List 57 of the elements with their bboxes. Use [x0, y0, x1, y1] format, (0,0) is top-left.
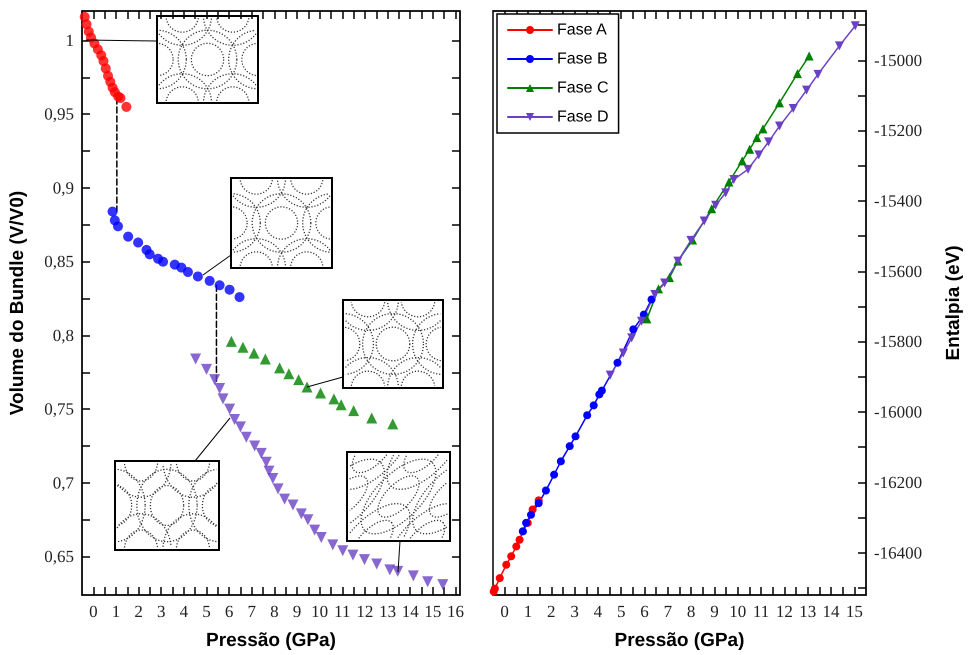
x-tick-label: 15: [846, 602, 863, 621]
x-tick-label: 12: [356, 602, 374, 621]
legend-label: Fase B: [557, 50, 608, 68]
x-tick-label: 0: [500, 602, 509, 621]
x-tick-label: 8: [270, 602, 279, 621]
x-tick-label: 2: [547, 602, 556, 621]
y-tick-label: 0,7: [52, 473, 74, 492]
y2-tick-label: -15000: [874, 50, 922, 70]
y-axis-title: Volume do Bundle (V/V0): [7, 190, 28, 416]
legend-label: Fase C: [557, 80, 609, 96]
x-tick-label: 5: [202, 602, 211, 621]
x-tick-label: 14: [402, 602, 420, 621]
x-tick-label: 0: [89, 602, 98, 621]
y-tick-label: 1: [66, 30, 74, 50]
x-tick-label: 11: [752, 602, 770, 621]
x-tick-label: 3: [570, 602, 579, 621]
x-tick-label: 13: [799, 602, 816, 621]
y-tick-label: 0,75: [44, 400, 74, 419]
x-tick-label: 2: [134, 602, 143, 621]
x-tick-label: 7: [248, 602, 257, 621]
y2-tick-label: -16000: [874, 402, 922, 422]
y-tick-label: 0,85: [44, 252, 74, 272]
x-tick-label: 10: [729, 602, 746, 621]
y2-tick-label: -15800: [874, 332, 922, 352]
x-tick-label: 1: [524, 602, 532, 621]
y2-tick-label: -15400: [874, 191, 922, 210]
legend-label: Fase D: [557, 108, 609, 126]
y-tick-label: 0,9: [52, 178, 74, 198]
x-tick-label: 4: [594, 602, 603, 621]
y2-axis-title: Entalpia (eV): [943, 245, 964, 361]
x-tick-label: 14: [822, 602, 840, 621]
x-tick-label: 6: [224, 602, 234, 621]
x-tick-label: 16: [446, 602, 464, 621]
x-tick-label: 11: [334, 602, 350, 621]
x-tick-label: 9: [292, 602, 302, 621]
legend-label: Fase A: [557, 22, 608, 38]
x-tick-label: 12: [776, 602, 793, 621]
x-tick-label: 3: [156, 602, 166, 621]
y-tick-label: 0,95: [44, 104, 74, 124]
x-tick-label: 6: [640, 602, 649, 621]
x-axis-title: Pressão (GPa): [614, 630, 744, 651]
x-tick-label: 15: [424, 602, 442, 621]
y-tick-label: 0,65: [44, 547, 74, 566]
y2-tick-label: -16200: [874, 472, 922, 492]
y-tick-label: 0,8: [52, 326, 74, 345]
y2-tick-label: -16400: [874, 543, 922, 562]
y2-tick-label: -15600: [874, 262, 922, 281]
y2-tick-label: -15200: [874, 121, 922, 140]
x-tick-label: 4: [180, 602, 189, 621]
x-tick-label: 5: [616, 602, 626, 621]
x-axis-title: Pressão (GPa): [206, 630, 336, 651]
x-tick-label: 9: [710, 602, 719, 621]
x-tick-label: 13: [379, 602, 396, 621]
x-tick-label: 1: [112, 602, 120, 621]
x-tick-label: 8: [686, 602, 696, 621]
x-tick-label: 7: [664, 602, 673, 621]
x-tick-label: 10: [311, 602, 328, 621]
